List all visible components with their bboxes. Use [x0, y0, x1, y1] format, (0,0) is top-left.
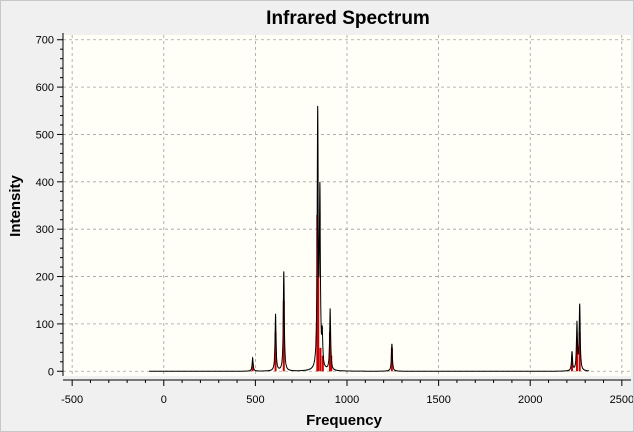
- axes: 0 100 200 300 400 500 600 700 -500 0 500 1000 1500 20…: [36, 33, 633, 406]
- y-tick-label: 200: [36, 272, 54, 284]
- x-tick-label: -500: [61, 394, 83, 406]
- y-tick-label: 0: [48, 366, 54, 378]
- x-tick-label: 500: [246, 394, 264, 406]
- x-tick-label: 1500: [426, 394, 450, 406]
- y-axis-label: Intensity: [7, 175, 24, 237]
- y-tick-label: 300: [36, 224, 54, 236]
- spectrum-line: [149, 105, 590, 372]
- x-tick-label: 1000: [335, 394, 359, 406]
- chart-title: Infrared Spectrum: [266, 8, 430, 29]
- x-tick-label: 0: [161, 394, 167, 406]
- x-tick-label: 2500: [610, 394, 633, 406]
- x-axis-label: Frequency: [306, 412, 383, 429]
- y-tick-label: 600: [36, 82, 54, 94]
- x-tick-label: 2000: [518, 394, 542, 406]
- y-tick-label: 700: [36, 35, 54, 47]
- y-tick-label: 400: [36, 177, 54, 189]
- y-tick-label: 500: [36, 129, 54, 141]
- y-tick-label: 100: [36, 319, 54, 331]
